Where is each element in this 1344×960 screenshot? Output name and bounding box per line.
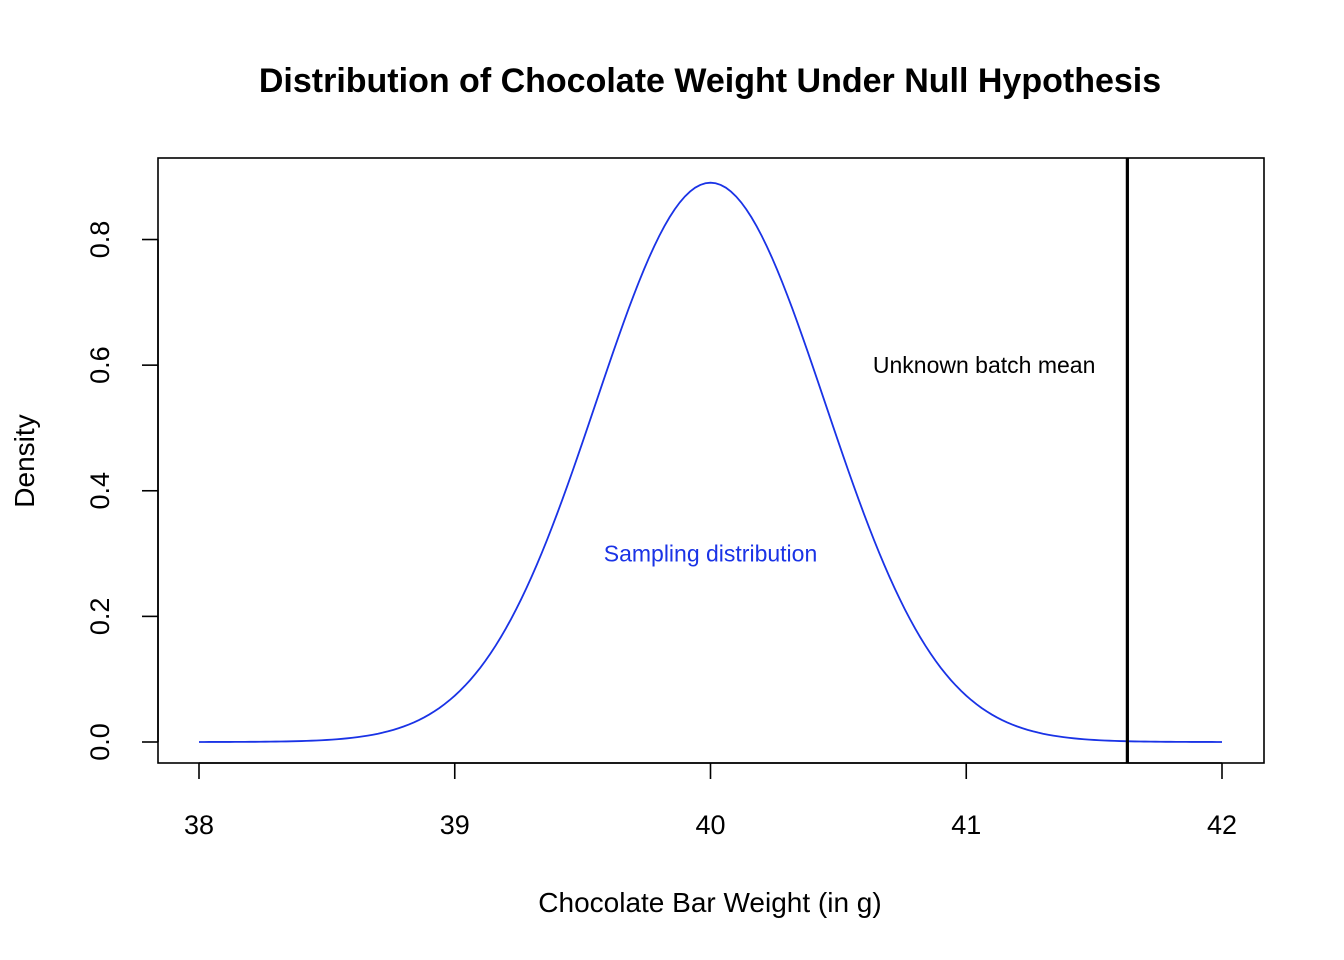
y-tick-label: 0.6 <box>85 346 115 384</box>
x-axis-label: Chocolate Bar Weight (in g) <box>538 887 881 918</box>
y-tick-label: 0.4 <box>85 472 115 510</box>
y-axis-label: Density <box>9 414 40 507</box>
x-tick-label: 38 <box>184 810 214 840</box>
batch-mean-label: Unknown batch mean <box>873 352 1095 378</box>
x-tick-label: 42 <box>1207 810 1237 840</box>
y-tick-label: 0.2 <box>85 598 115 636</box>
plot-frame <box>157 157 1265 764</box>
y-axis: 0.0 0.2 0.4 0.6 0.8 <box>85 221 159 761</box>
sampling-distribution-curve <box>199 181 1222 743</box>
x-tick-label: 41 <box>951 810 981 840</box>
chart-title: Distribution of Chocolate Weight Under N… <box>259 62 1161 100</box>
y-tick-label: 0.0 <box>85 723 115 761</box>
x-tick-label: 39 <box>440 810 470 840</box>
y-tick-label: 0.8 <box>85 221 115 259</box>
sampling-distribution-label: Sampling distribution <box>604 541 818 567</box>
x-axis: 38 39 40 41 42 <box>184 762 1237 840</box>
x-tick-label: 40 <box>695 810 725 840</box>
